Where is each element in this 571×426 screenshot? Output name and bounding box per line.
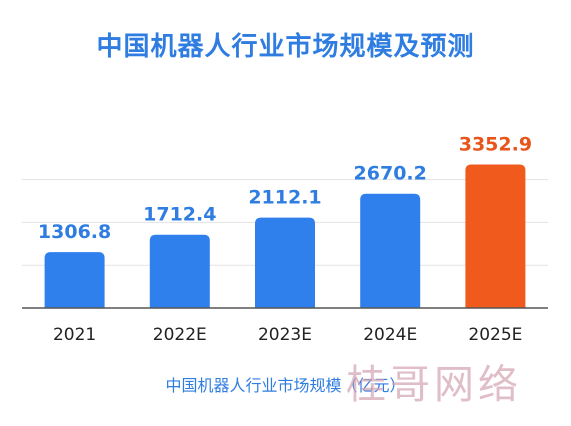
x-tick-label: 2022E xyxy=(153,325,207,345)
bar-2023E xyxy=(255,217,315,308)
x-tick-label: 2023E xyxy=(258,325,312,345)
bar-2025E xyxy=(465,164,526,308)
bar-2021 xyxy=(44,252,105,308)
x-tick-label: 2025E xyxy=(468,325,522,345)
watermark: 桂哥网络 xyxy=(346,362,522,408)
bar-2024E xyxy=(360,193,421,308)
x-axis-caption: 中国机器人行业市场规模（亿元） xyxy=(165,376,406,395)
x-tick-label: 2021 xyxy=(53,325,96,345)
bar-value-label: 2112.1 xyxy=(248,187,321,209)
bar-value-label: 1712.4 xyxy=(143,204,216,226)
bar-value-label: 1306.8 xyxy=(38,221,111,243)
bar-2022E xyxy=(149,234,210,308)
x-tick-label: 2024E xyxy=(363,325,417,345)
chart-title: 中国机器人行业市场规模及预测 xyxy=(96,32,475,62)
bar-value-label: 2670.2 xyxy=(354,163,427,185)
bar-value-label: 3352.9 xyxy=(459,133,532,155)
